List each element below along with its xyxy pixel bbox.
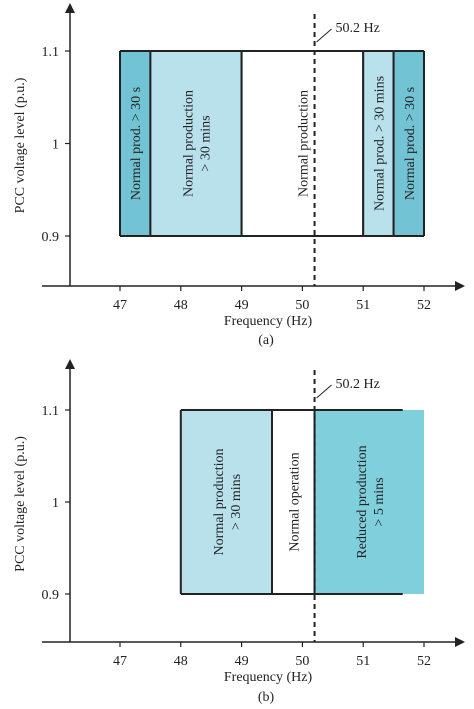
zone-label-line: > 5 mins xyxy=(372,477,387,526)
zone-label: Normal production > 30 mins xyxy=(212,449,244,556)
y-tick-label: 0.9 xyxy=(42,588,60,603)
zone-a-1 xyxy=(150,51,242,236)
x-axis-title: Frequency (Hz) xyxy=(224,314,313,329)
zone-label: Normal production xyxy=(296,90,311,197)
zone-label-line: Normal prod. > 30 s xyxy=(129,87,144,200)
y-tick-label: 1 xyxy=(52,496,59,511)
zone-b-2 xyxy=(314,410,424,594)
zone-label: Reduced production > 5 mins xyxy=(355,445,387,558)
frequency-marker-label: 50.2 Hz xyxy=(336,21,380,36)
x-tick-label: 51 xyxy=(356,298,370,313)
panel-b: Normal production > 30 mins Normal operati… xyxy=(13,359,465,705)
zone-label-line: > 30 mins xyxy=(229,474,244,530)
frequency-marker-leader xyxy=(316,384,332,399)
zone-label-line: > 30 mins xyxy=(199,115,214,171)
zone-label: Normal operation xyxy=(287,452,302,551)
zone-label-line: Reduced production xyxy=(355,445,370,558)
zone-a-0 xyxy=(120,51,151,236)
zone-label-line: Normal production xyxy=(296,90,311,197)
x-tick-label: 52 xyxy=(417,298,431,313)
x-tick-label: 52 xyxy=(417,654,431,669)
x-tick-label: 49 xyxy=(235,298,249,313)
zone-label: Normal prod. > 30 mins xyxy=(372,76,387,211)
zone-label: Normal prod. > 30 s xyxy=(403,87,418,200)
zone-label: Normal prod. > 30 s xyxy=(129,87,144,200)
x-tick-label: 47 xyxy=(113,298,127,313)
zone-label-line: Normal prod. > 30 mins xyxy=(372,76,387,211)
frequency-marker-leader xyxy=(316,28,332,43)
x-axis-title: Frequency (Hz) xyxy=(224,670,313,685)
x-tick-label: 49 xyxy=(235,654,249,669)
panel-a: Normal prod. > 30 s Normal production > 30… xyxy=(13,3,465,348)
x-tick-label: 48 xyxy=(174,298,188,313)
zone-label-line: Normal production xyxy=(212,449,227,556)
y-tick-label: 1 xyxy=(52,138,59,153)
y-axis-title: PCC voltage level (p.u.) xyxy=(13,436,28,572)
panel-caption: (b) xyxy=(258,690,275,705)
y-tick-label: 0.9 xyxy=(42,230,60,245)
x-tick-label: 48 xyxy=(174,654,188,669)
y-axis-title: PCC voltage level (p.u.) xyxy=(13,77,28,213)
x-tick-label: 50 xyxy=(295,298,309,313)
zone-a-3 xyxy=(363,51,394,236)
x-tick-label: 47 xyxy=(113,654,127,669)
x-tick-label: 50 xyxy=(295,654,309,669)
zone-a-4 xyxy=(393,51,424,236)
zone-label-line: Normal prod. > 30 s xyxy=(403,87,418,200)
x-tick-label: 51 xyxy=(356,654,370,669)
panel-caption: (a) xyxy=(258,333,274,348)
zone-b-1 xyxy=(272,410,315,594)
zone-label-line: Normal operation xyxy=(287,452,302,551)
zone-label: Normal production > 30 mins xyxy=(182,90,214,197)
zone-a-2 xyxy=(241,51,364,236)
frequency-marker-label: 50.2 Hz xyxy=(336,377,380,392)
zone-b-0 xyxy=(180,410,272,594)
y-tick-label: 1.1 xyxy=(42,45,60,60)
zone-label-line: Normal production xyxy=(182,90,197,197)
y-tick-label: 1.1 xyxy=(42,404,60,419)
